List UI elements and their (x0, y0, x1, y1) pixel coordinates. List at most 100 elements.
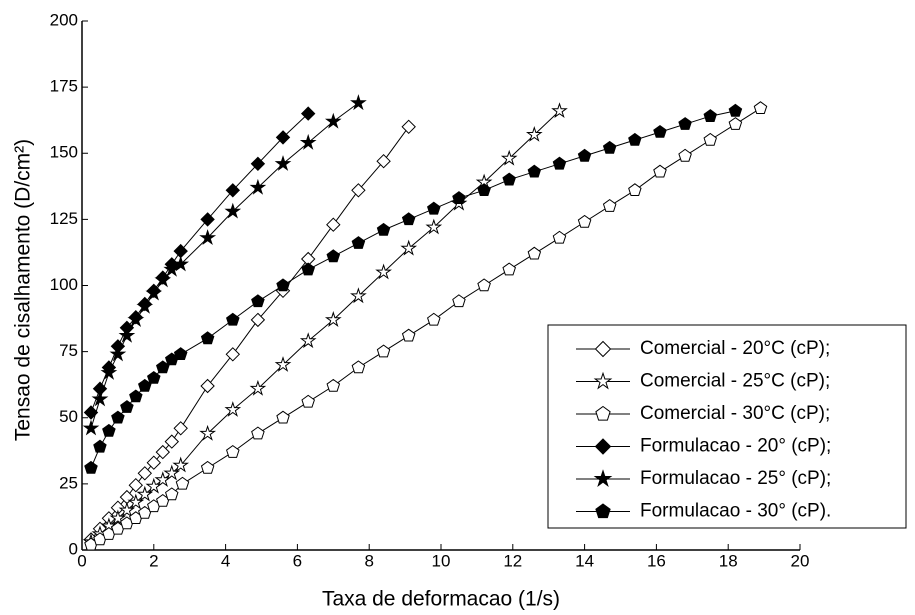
marker (250, 312, 266, 328)
marker (173, 421, 188, 436)
x-tick-label: 4 (221, 551, 230, 570)
marker (324, 112, 342, 129)
legend-marker (594, 438, 612, 455)
legend-marker (595, 405, 611, 421)
marker (200, 378, 215, 394)
marker (299, 332, 317, 349)
marker (577, 148, 592, 162)
marker (175, 476, 190, 490)
marker (401, 119, 416, 135)
marker (83, 405, 99, 420)
marker (401, 328, 416, 342)
x-tick-label: 8 (364, 551, 373, 570)
y-tick-label: 50 (59, 407, 78, 426)
marker (299, 133, 317, 150)
y-tick-label: 0 (69, 539, 78, 558)
marker (527, 246, 542, 260)
marker (326, 217, 341, 232)
marker (129, 389, 143, 403)
marker (250, 156, 266, 172)
marker (577, 214, 592, 228)
marker (82, 419, 100, 436)
x-tick-label: 20 (791, 551, 810, 570)
marker (249, 379, 267, 396)
marker (653, 164, 667, 178)
marker (427, 201, 441, 215)
marker (628, 183, 642, 196)
x-tick-label: 12 (503, 551, 522, 570)
marker (226, 444, 240, 458)
marker (172, 456, 190, 473)
legend-label: Formulacao - 20° (cP); (640, 436, 831, 457)
marker (111, 410, 125, 424)
x-tick-label: 10 (432, 551, 451, 570)
x-tick-label: 0 (77, 551, 86, 570)
marker (200, 331, 215, 345)
marker (146, 455, 162, 470)
marker (224, 401, 242, 417)
x-tick-label: 2 (149, 551, 158, 570)
marker (728, 103, 743, 117)
legend-marker (595, 503, 611, 519)
marker (301, 394, 315, 408)
marker (200, 460, 215, 474)
marker (225, 183, 241, 198)
marker (118, 326, 136, 343)
marker (326, 378, 341, 392)
y-tick-label: 200 (50, 10, 78, 29)
marker (376, 153, 391, 169)
marker (324, 311, 342, 328)
marker (225, 347, 241, 362)
marker (477, 183, 491, 196)
marker (276, 278, 290, 292)
marker (351, 360, 366, 374)
marker (120, 400, 134, 413)
series-line (90, 102, 359, 429)
marker (551, 102, 568, 118)
x-tick-label: 14 (575, 551, 594, 570)
y-axis-label: Tensao de cisalhamento (D/cm²) (12, 139, 35, 441)
marker (351, 183, 366, 198)
marker (224, 202, 242, 219)
marker (728, 117, 743, 130)
marker (251, 426, 265, 440)
y-tick-label: 25 (59, 473, 78, 492)
marker (628, 132, 642, 146)
x-axis-label: Taxa de deformacao (1/s) (322, 588, 560, 611)
legend-marker (594, 340, 612, 358)
legend-label: Comercial - 30°C (cP); (640, 403, 830, 424)
marker (145, 284, 163, 301)
y-tick-label: 75 (59, 341, 78, 360)
marker (602, 198, 617, 212)
marker (84, 460, 98, 474)
series-line (90, 113, 309, 413)
marker (678, 117, 692, 130)
marker (602, 140, 617, 154)
marker (427, 312, 441, 326)
marker (274, 356, 292, 372)
marker (165, 487, 179, 501)
marker (127, 311, 145, 328)
marker (653, 124, 667, 138)
legend-label: Formulacao - 25° (cP); (640, 468, 831, 489)
marker (172, 255, 190, 272)
marker (100, 363, 118, 380)
marker (452, 191, 466, 204)
marker (173, 347, 188, 360)
marker (351, 236, 366, 249)
marker (525, 125, 543, 142)
marker (154, 271, 172, 288)
legend-marker (593, 371, 613, 390)
marker (401, 212, 416, 226)
marker (137, 466, 153, 481)
marker (128, 477, 144, 493)
marker (199, 229, 217, 246)
marker (251, 294, 265, 308)
marker (274, 155, 292, 171)
marker (350, 94, 367, 111)
marker (552, 230, 567, 244)
marker (375, 263, 392, 280)
marker (164, 434, 180, 449)
marker (199, 424, 217, 441)
legend-label: Formulacao - 30° (cP). (640, 501, 831, 522)
